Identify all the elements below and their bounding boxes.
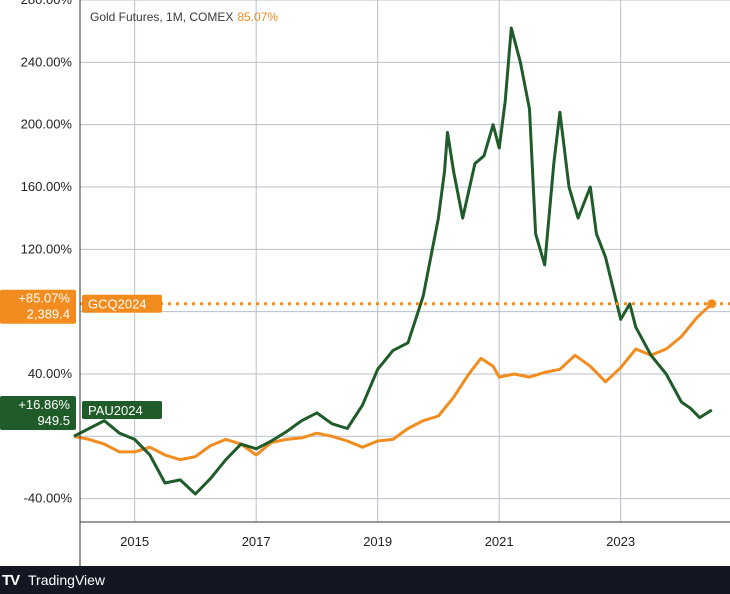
y-tick-label: 120.00% bbox=[21, 241, 73, 256]
badge-layer: +85.07%2,389.4 GCQ2024 +16.86%949.5 PAU2024 bbox=[0, 289, 162, 431]
gold-price-badge-box bbox=[0, 289, 76, 324]
tradingview-logo-icon[interactable]: TV bbox=[2, 572, 20, 589]
y-tick-label: 280.00% bbox=[21, 0, 73, 7]
y-tick-label: 40.00% bbox=[28, 366, 73, 381]
palladium-price-badge: +16.86%949.5 PAU2024 bbox=[0, 396, 162, 431]
gold-name-tag-box bbox=[82, 294, 162, 313]
gold-price-badge-price: 2,389.4 bbox=[27, 307, 70, 322]
gold-price-badge: +85.07%2,389.4 GCQ2024 bbox=[0, 289, 162, 324]
palladium-price-badge-pct: +16.86% bbox=[18, 397, 70, 412]
y-tick-label: 240.00% bbox=[21, 54, 73, 69]
series-layer bbox=[73, 26, 730, 496]
palladium-price-badge-box bbox=[0, 396, 76, 431]
gold-last-point bbox=[707, 299, 717, 309]
legend-change: 85.07% bbox=[237, 10, 279, 24]
y-tick-label: 160.00% bbox=[21, 179, 73, 194]
palladium-name-tag-box bbox=[82, 401, 162, 420]
gold-name-tag: GCQ2024 bbox=[88, 297, 147, 312]
series-line-palladium bbox=[73, 26, 713, 496]
x-tick-label: 2017 bbox=[242, 534, 271, 549]
palladium-name-tag: PAU2024 bbox=[88, 403, 143, 418]
palladium-price-badge-price: 949.5 bbox=[37, 413, 70, 428]
grid-layer bbox=[80, 0, 730, 522]
footer-brand[interactable]: TradingView bbox=[28, 572, 106, 588]
gold-price-badge-pct: +85.07% bbox=[18, 291, 70, 306]
x-tick-label: 2015 bbox=[120, 534, 149, 549]
y-tick-label: -40.00% bbox=[24, 491, 73, 506]
chart-legend: Gold Futures, 1M, COMEX 85.07% bbox=[90, 10, 278, 24]
y-tick-label: 200.00% bbox=[21, 117, 73, 132]
series-line-gold bbox=[73, 302, 713, 462]
x-tick-label: 2019 bbox=[363, 534, 392, 549]
x-tick-label: 2021 bbox=[485, 534, 514, 549]
axis-layer: 280.00% 240.00% 200.00% 160.00% 120.00% 40.00… bbox=[21, 0, 730, 566]
legend-title: Gold Futures, 1M, COMEX bbox=[90, 10, 234, 24]
footer-bar: TV TradingView bbox=[0, 566, 730, 594]
x-tick-label: 2023 bbox=[606, 534, 635, 549]
